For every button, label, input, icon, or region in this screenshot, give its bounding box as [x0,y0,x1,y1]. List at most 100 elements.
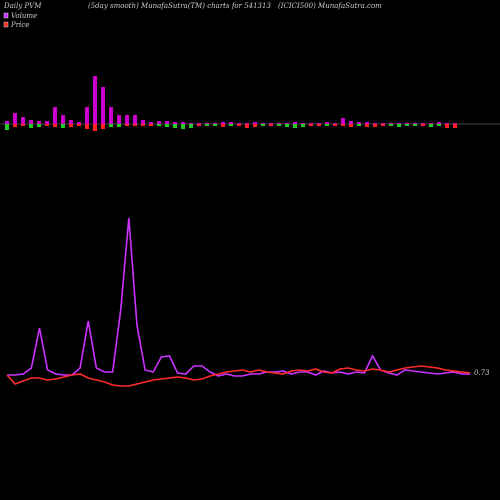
bar [373,123,377,124]
bar-lower [341,124,345,126]
bar [117,115,121,124]
bar [325,122,329,124]
bar-lower [381,124,385,126]
bar [197,123,201,124]
bar-lower [245,124,249,128]
bar-lower [205,124,209,126]
bar [189,123,193,124]
bar-lower [149,124,153,126]
bar [85,107,89,124]
bar-lower [173,124,177,128]
bar [421,123,425,124]
bar-lower [221,124,225,127]
bar [173,122,177,124]
line [7,217,470,377]
bar [205,123,209,124]
bar [293,122,297,124]
bar [229,122,233,124]
bar-lower [141,124,145,126]
bar [133,115,137,124]
bar-lower [37,124,41,127]
bar [125,115,129,124]
bar [405,123,409,124]
bar-lower [325,124,329,126]
bar [77,122,81,124]
bar [237,123,241,124]
bar [317,123,321,124]
bar [157,121,161,124]
bar-lower [309,124,313,126]
bar-lower [93,124,97,131]
bar-lower [61,124,65,128]
bar [277,123,281,124]
bar [37,121,41,124]
bar [93,76,97,124]
bar-lower [277,124,281,126]
bar-lower [357,124,361,126]
bar [5,121,9,124]
bar-lower [109,124,113,127]
bar [213,123,217,124]
bar-lower [157,124,161,126]
bar [245,123,249,124]
bar [365,122,369,124]
bar-lower [389,124,393,126]
bar-lower [373,124,377,127]
bar-lower [21,124,25,126]
chart-title: Daily PVM [3,2,42,10]
bar [141,120,145,124]
bar-lower [413,124,417,126]
bar-lower [365,124,369,127]
bar [333,123,337,124]
bar [389,123,393,124]
bar-lower [349,124,353,127]
bar [109,107,113,124]
bar-lower [189,124,193,128]
bar [61,115,65,124]
bar-lower [421,124,425,126]
bar [181,122,185,124]
bar [165,121,169,124]
bar [149,122,153,124]
bar [285,123,289,124]
bar [261,123,265,124]
bar-lower [133,124,137,126]
bar-lower [165,124,169,127]
bar-lower [85,124,89,129]
bar-lower [69,124,73,127]
bar [29,120,33,124]
bar-lower [13,124,17,127]
bar-lower [229,124,233,126]
bar-lower [5,124,9,130]
bar [101,87,105,124]
bar [349,121,353,124]
bar-lower [101,124,105,129]
bar [253,122,257,124]
bar-lower [301,124,305,127]
bar [53,107,57,124]
bar [429,123,433,124]
chart-source: (ICICI500) MunafaSutra.com [278,2,382,10]
bar-lower [285,124,289,127]
bar [413,123,417,124]
bar [397,123,401,124]
bar-lower [269,124,273,126]
bar-lower [53,124,57,127]
bar-lower [181,124,185,129]
bar [341,118,345,124]
price-label: 0.73 [474,369,490,377]
bar-lower [237,124,241,126]
bar [13,113,17,124]
bar-lower [213,124,217,126]
bar-lower [197,124,201,126]
bar-lower [397,124,401,127]
bar [301,123,305,124]
legend-swatch [3,12,9,19]
legend-label: Volume [11,12,37,20]
bar-lower [453,124,457,128]
bar [453,123,457,124]
bar-lower [437,124,441,126]
bar-lower [261,124,265,126]
bar-lower [317,124,321,126]
